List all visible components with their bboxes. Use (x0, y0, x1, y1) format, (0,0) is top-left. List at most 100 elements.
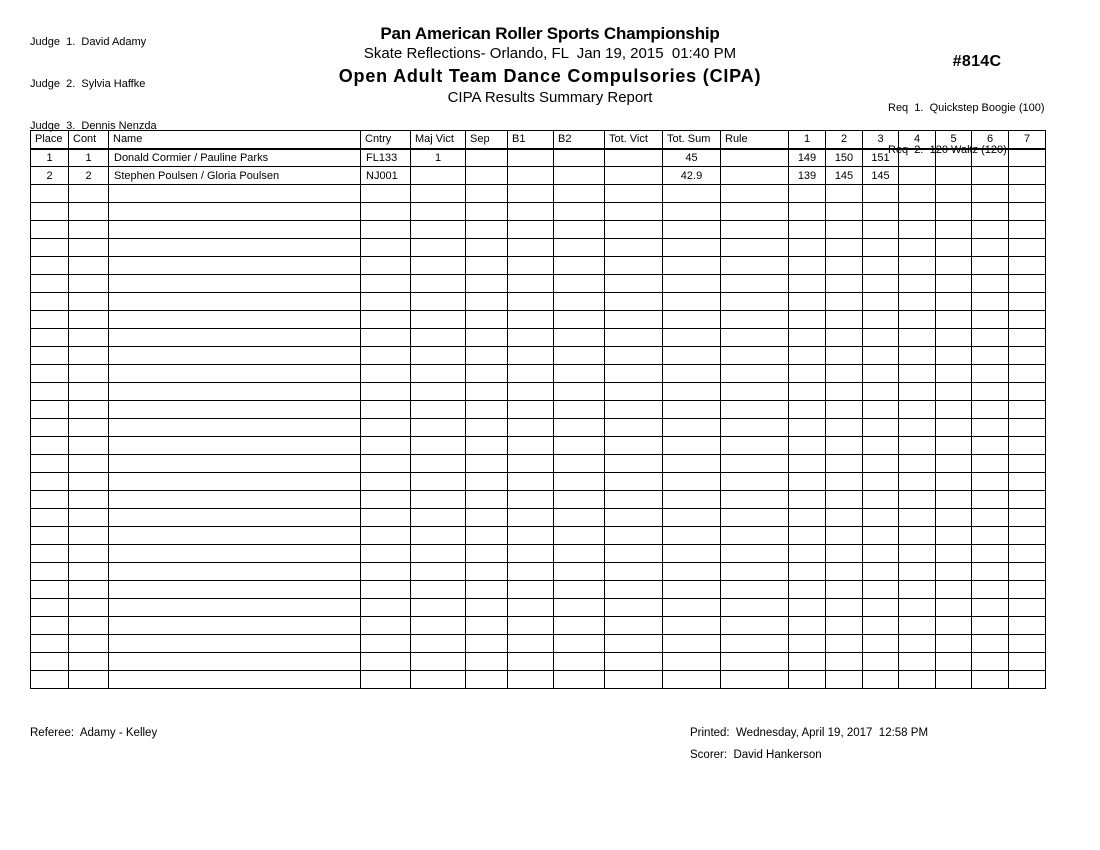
cell (720, 346, 789, 365)
cell (935, 472, 972, 491)
cell (68, 346, 109, 365)
title-block: Pan American Roller Sports Championship … (0, 24, 1100, 108)
cell (898, 652, 936, 671)
judge-line-3: Judge 3. Dennis Nenzda (30, 120, 157, 132)
cell (662, 508, 721, 527)
table-row: 2 2 Stephen Poulsen / Gloria Poulsen NJ001 4… (30, 166, 1046, 185)
column-header-2: 2 (825, 130, 863, 150)
cell (30, 652, 69, 671)
cell (410, 382, 466, 401)
cell (507, 292, 554, 311)
cell (604, 598, 663, 617)
cell (971, 256, 1009, 275)
empty-table-row (30, 274, 1046, 293)
cell (604, 418, 663, 437)
cell (604, 400, 663, 419)
cell (465, 508, 508, 527)
cell (68, 328, 109, 347)
cell (465, 526, 508, 545)
cell (935, 292, 972, 311)
cell (662, 202, 721, 221)
cell (507, 382, 554, 401)
cell (788, 238, 826, 257)
cell (1008, 148, 1046, 167)
cell (1008, 508, 1046, 527)
cell (553, 256, 605, 275)
cell (108, 616, 361, 635)
cell (604, 670, 663, 689)
cell (935, 670, 972, 689)
cell (788, 274, 826, 293)
cell (662, 256, 721, 275)
cell (108, 418, 361, 437)
cell (971, 202, 1009, 221)
cell (553, 382, 605, 401)
cell (360, 238, 411, 257)
cell (410, 526, 466, 545)
cell (30, 508, 69, 527)
cell (720, 310, 789, 329)
cell (360, 436, 411, 455)
cell (898, 436, 936, 455)
cell (553, 364, 605, 383)
cell (604, 562, 663, 581)
column-header-cntry: Cntry (360, 130, 411, 150)
cell (604, 184, 663, 203)
cell (1008, 184, 1046, 203)
empty-table-row (30, 364, 1046, 383)
cell (553, 436, 605, 455)
cell (788, 526, 826, 545)
cell (662, 652, 721, 671)
cell (1008, 454, 1046, 473)
cell (604, 490, 663, 509)
cell (30, 634, 69, 653)
cell (507, 526, 554, 545)
cell (662, 328, 721, 347)
cell (553, 202, 605, 221)
cell (788, 454, 826, 473)
cell (360, 634, 411, 653)
cell (604, 634, 663, 653)
cell (68, 364, 109, 383)
cell (662, 544, 721, 563)
cell (30, 346, 69, 365)
empty-table-row (30, 544, 1046, 563)
cell (971, 616, 1009, 635)
cell (410, 256, 466, 275)
cell (360, 490, 411, 509)
cell (935, 454, 972, 473)
cell (935, 364, 972, 383)
cell (604, 472, 663, 491)
cell (553, 634, 605, 653)
cell (862, 184, 899, 203)
cell: 2 (30, 166, 69, 185)
championship-title: Pan American Roller Sports Championship (380, 24, 720, 43)
cell (898, 310, 936, 329)
column-header-tot-sum: Tot. Sum (662, 130, 721, 150)
empty-table-row (30, 454, 1046, 473)
cell (68, 508, 109, 527)
cell (662, 562, 721, 581)
cell (604, 652, 663, 671)
column-header-sep: Sep (465, 130, 508, 150)
cell (935, 202, 972, 221)
cell (360, 364, 411, 383)
cell (935, 256, 972, 275)
cell (825, 400, 863, 419)
cell (1008, 310, 1046, 329)
cell (553, 238, 605, 257)
cell (604, 580, 663, 599)
cell (507, 328, 554, 347)
cell: FL133 (360, 148, 411, 167)
cell (720, 580, 789, 599)
cell (971, 184, 1009, 203)
cell (465, 598, 508, 617)
cell (553, 418, 605, 437)
cell (410, 598, 466, 617)
cell (553, 346, 605, 365)
cell (662, 238, 721, 257)
cell (465, 400, 508, 419)
cell (862, 400, 899, 419)
scorer-line: Scorer: David Hankerson (690, 749, 822, 761)
cell (788, 202, 826, 221)
